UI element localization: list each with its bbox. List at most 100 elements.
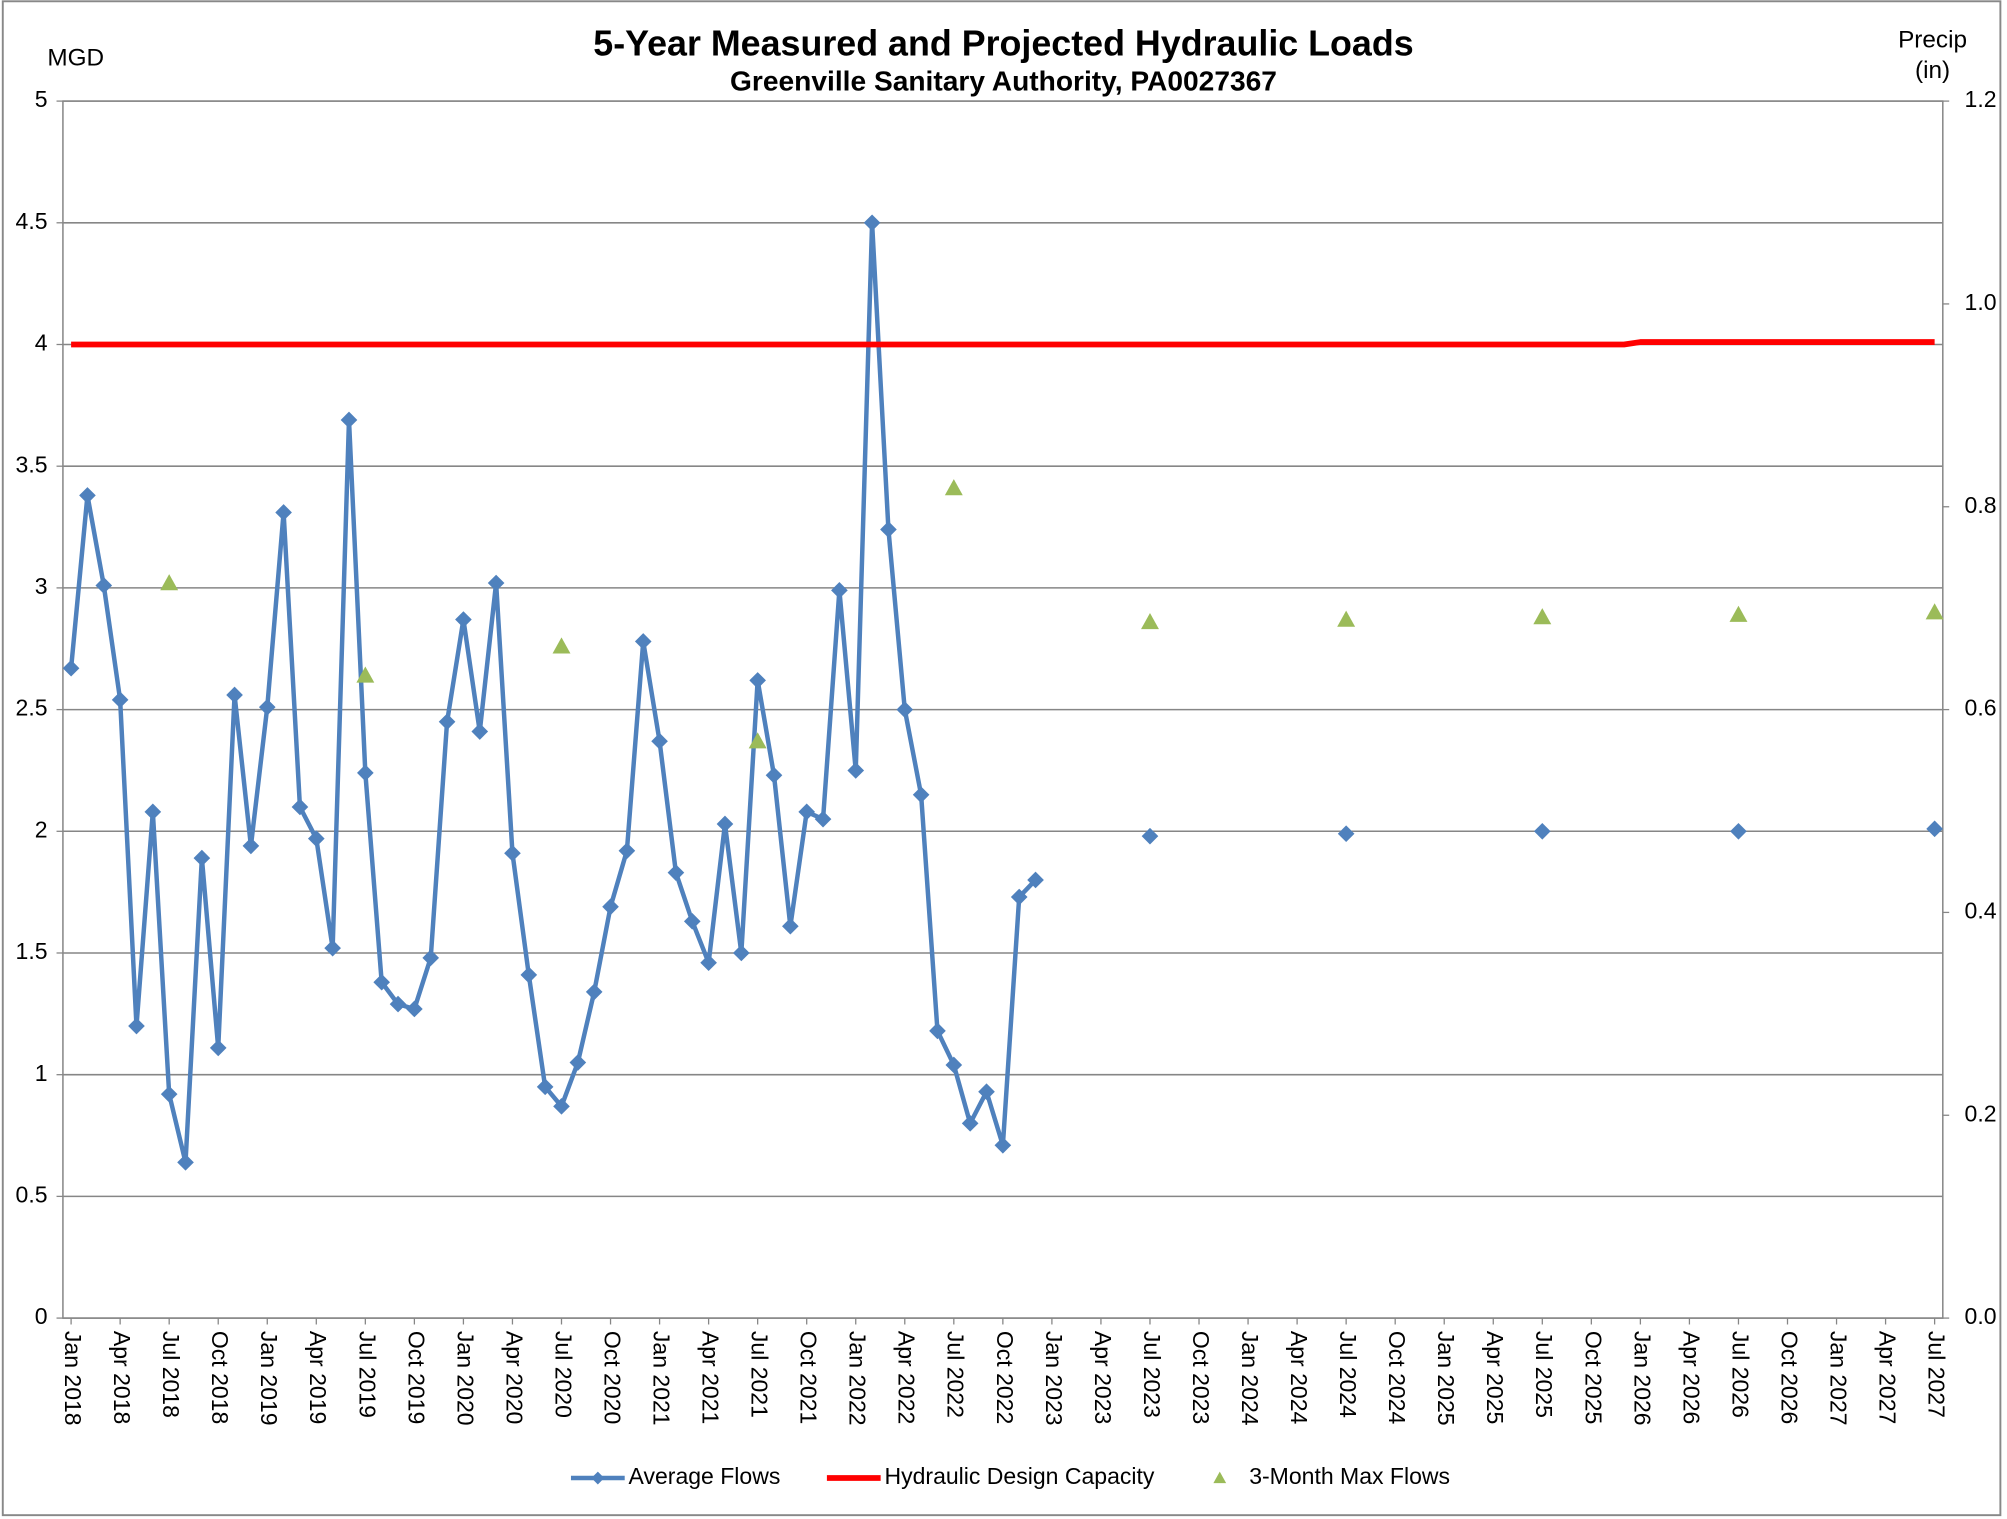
point-marker <box>422 949 440 967</box>
x-tick-label: Jan 2020 <box>452 1331 478 1426</box>
point-marker <box>847 762 865 779</box>
x-tick-label: Jan 2026 <box>1629 1331 1655 1426</box>
legend-label: 3-Month Max Flows <box>1249 1463 1450 1489</box>
point-marker <box>177 1153 194 1171</box>
x-tick-label: Jan 2022 <box>845 1331 871 1426</box>
legend-entry: Hydraulic Design Capacity <box>826 1463 1155 1489</box>
point-marker <box>340 411 358 429</box>
x-tick-label: Apr 2024 <box>1286 1331 1312 1425</box>
point-marker <box>651 732 668 750</box>
y-tick-label: 1 <box>35 1060 48 1086</box>
legend-entry: 3-Month Max Flows <box>1213 1463 1450 1489</box>
point-marker <box>798 803 816 821</box>
x-tick-label: Apr 2025 <box>1482 1331 1508 1424</box>
x-tick-label: Apr 2022 <box>894 1331 920 1424</box>
point-marker <box>732 944 750 962</box>
chart-title: 5-Year Measured and Projected Hydraulic … <box>593 24 1413 64</box>
x-tick-label: Jul 2021 <box>747 1331 773 1418</box>
y-tick-label: 3.5 <box>16 451 48 477</box>
x-tick-label: Oct 2025 <box>1580 1331 1606 1424</box>
point-marker <box>487 574 505 592</box>
y-tick-label: 0 <box>35 1303 48 1329</box>
y-tick-label: 5 <box>35 86 48 112</box>
point-marker <box>455 611 472 628</box>
x-tick-label: Jan 2021 <box>649 1331 675 1426</box>
y2-tick-label: 0.4 <box>1965 898 1997 924</box>
x-tick-label: Oct 2018 <box>207 1331 233 1424</box>
point-marker <box>1533 822 1551 840</box>
point-marker <box>1027 871 1044 889</box>
legend-marker <box>591 1471 605 1485</box>
point-marker <box>765 766 783 784</box>
point-marker <box>667 864 685 881</box>
x-tick-label: Apr 2020 <box>501 1331 527 1424</box>
point-marker <box>944 479 963 496</box>
point-marker <box>389 995 407 1013</box>
x-tick-label: Oct 2024 <box>1384 1331 1410 1425</box>
x-tick-label: Jan 2018 <box>60 1331 86 1426</box>
point-marker <box>324 939 341 957</box>
point-marker <box>553 1098 570 1115</box>
point-marker <box>144 803 162 821</box>
point-marker <box>1141 827 1159 845</box>
x-tick-label: Jan 2027 <box>1825 1331 1851 1426</box>
legend-label: Hydraulic Design Capacity <box>884 1463 1154 1489</box>
point-marker <box>1925 603 1944 620</box>
series-line <box>71 339 1935 348</box>
point-marker <box>160 1085 178 1103</box>
x-tick-label: Jul 2019 <box>354 1331 380 1418</box>
y-tick-label: 2.5 <box>16 695 48 721</box>
x-tick-label: Oct 2023 <box>1188 1331 1214 1424</box>
point-marker <box>520 966 538 984</box>
y2-tick-label: 0.8 <box>1965 492 1997 518</box>
point-marker <box>193 849 211 867</box>
x-tick-label: Oct 2022 <box>992 1331 1018 1424</box>
y-tick-label: 0.5 <box>16 1181 48 1207</box>
point-marker <box>814 810 832 828</box>
point-marker <box>128 1017 145 1035</box>
y2-tick-label: 1.2 <box>1965 86 1997 112</box>
y-tick-label: 2 <box>35 816 48 842</box>
y-axis-label: MGD <box>47 44 104 71</box>
x-tick-label: Jul 2022 <box>943 1331 969 1418</box>
point-marker <box>226 686 243 704</box>
point-marker <box>748 732 767 749</box>
point-marker <box>471 723 489 740</box>
series <box>160 479 1944 749</box>
y2-tick-label: 1.0 <box>1965 289 1997 315</box>
y2-tick-label: 0.2 <box>1965 1100 1997 1126</box>
legend-entry: Average Flows <box>570 1463 781 1489</box>
y-tick-label: 3 <box>35 573 48 599</box>
point-marker <box>683 913 701 930</box>
x-tick-label: Oct 2020 <box>599 1331 625 1424</box>
series <box>71 339 1935 348</box>
point-marker <box>978 1083 995 1101</box>
point-marker <box>1730 822 1747 840</box>
legend-label: Average Flows <box>629 1463 781 1489</box>
x-tick-label: Jul 2020 <box>550 1331 576 1418</box>
point-marker <box>438 713 456 731</box>
point-marker <box>160 574 179 591</box>
x-tick-label: Apr 2023 <box>1090 1331 1116 1424</box>
y2-axis-label-box: Precip (in) <box>1898 27 1967 85</box>
y2-tick-label: 0.0 <box>1965 1303 1997 1329</box>
x-tick-label: Jan 2019 <box>256 1331 282 1426</box>
legend-marker <box>1213 1471 1227 1484</box>
x-tick-label: Jul 2025 <box>1531 1331 1557 1418</box>
point-marker <box>357 764 374 782</box>
point-marker <box>929 1022 946 1040</box>
x-tick-label: Jul 2026 <box>1727 1331 1753 1418</box>
x-tick-label: Oct 2026 <box>1776 1331 1802 1424</box>
x-tick-label: Jan 2024 <box>1237 1331 1263 1426</box>
x-tick-label: Apr 2026 <box>1678 1331 1704 1424</box>
point-marker <box>1533 608 1552 625</box>
point-marker <box>1010 888 1028 906</box>
point-marker <box>749 672 766 689</box>
x-tick-label: Apr 2027 <box>1875 1331 1901 1424</box>
y-tick-label: 1.5 <box>16 938 48 964</box>
x-tick-label: Jul 2023 <box>1139 1331 1165 1418</box>
x-tick-label: Jan 2025 <box>1433 1331 1459 1426</box>
point-marker <box>307 830 325 847</box>
